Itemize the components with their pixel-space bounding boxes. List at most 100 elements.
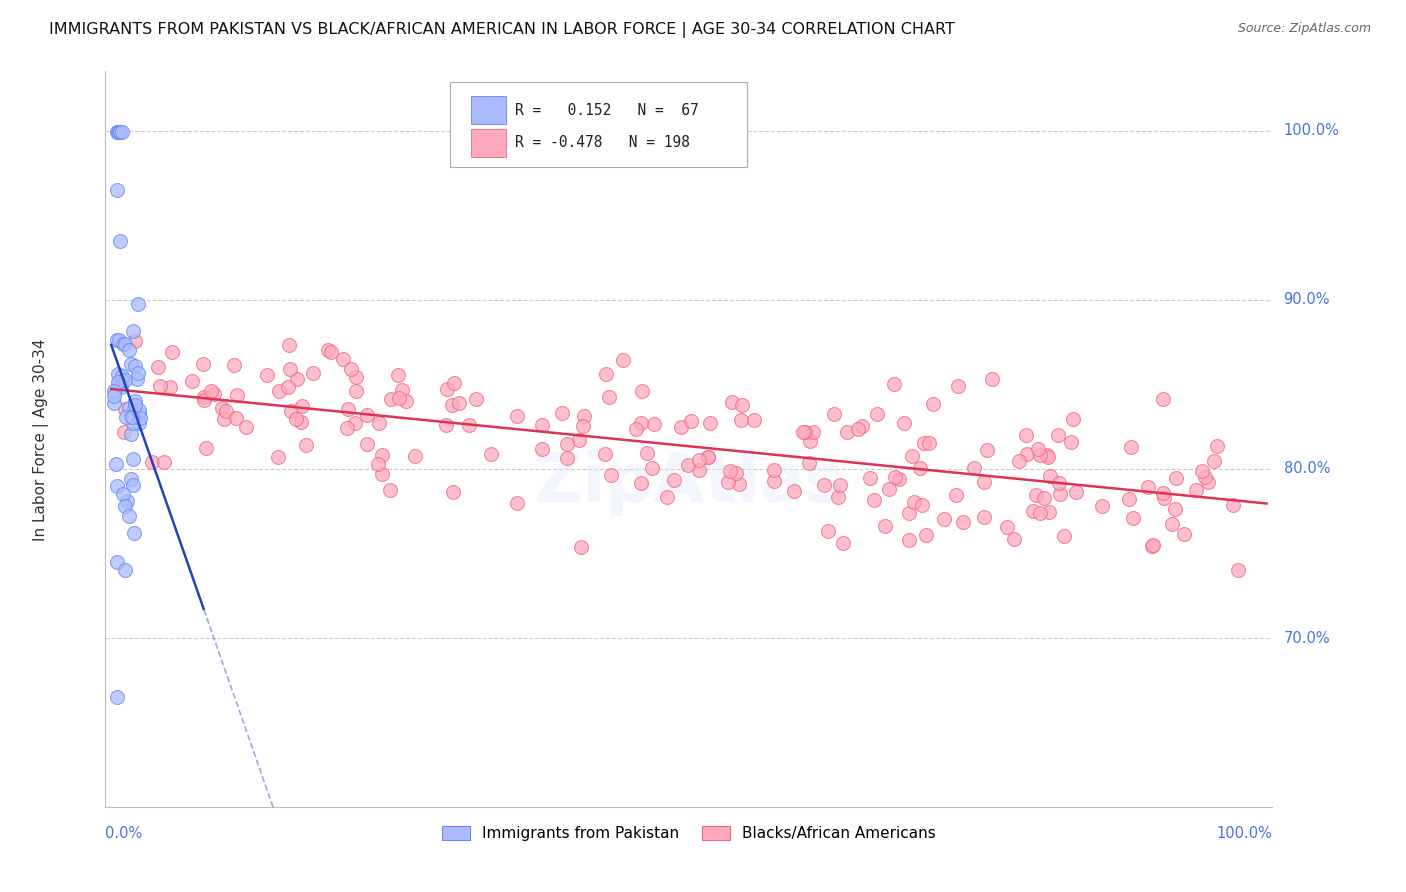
Point: [107, 367, 129, 381]
Point: [111, 368, 134, 383]
Point: [103, 389, 125, 403]
Point: [269, 384, 291, 398]
Point: [122, 477, 145, 491]
Point: [851, 418, 873, 433]
Point: [1038, 505, 1060, 519]
Point: [832, 535, 855, 549]
Point: [1142, 538, 1164, 552]
Point: [105, 690, 128, 705]
Point: [728, 477, 751, 491]
Point: [1032, 491, 1054, 505]
Point: [973, 509, 995, 524]
Point: [434, 418, 457, 433]
Point: [624, 422, 647, 436]
Point: [105, 334, 128, 348]
Point: [344, 370, 367, 384]
Point: [813, 478, 835, 492]
Text: 90.0%: 90.0%: [1284, 293, 1330, 307]
Point: [193, 393, 215, 408]
Point: [367, 457, 389, 471]
Point: [114, 499, 136, 513]
Point: [441, 484, 464, 499]
Point: [125, 372, 148, 386]
Point: [110, 234, 132, 248]
Point: [1028, 448, 1050, 462]
Point: [792, 425, 814, 440]
Point: [204, 387, 226, 401]
Point: [441, 398, 464, 412]
Point: [108, 334, 131, 348]
Point: [980, 372, 1002, 386]
Point: [900, 449, 922, 463]
Point: [893, 416, 915, 430]
Point: [1053, 529, 1076, 543]
Point: [118, 401, 141, 415]
Point: [1152, 485, 1174, 500]
Point: [1036, 450, 1059, 464]
Point: [105, 479, 128, 493]
Point: [568, 434, 591, 448]
Point: [371, 448, 394, 462]
Point: [120, 472, 142, 486]
Point: [449, 396, 471, 410]
Point: [1164, 502, 1187, 516]
Point: [128, 402, 150, 417]
Point: [1049, 486, 1071, 500]
Point: [910, 460, 932, 475]
Point: [1017, 447, 1039, 461]
Point: [356, 408, 378, 422]
Point: [120, 357, 142, 371]
Point: [1222, 498, 1244, 512]
Point: [721, 395, 744, 409]
Point: [124, 359, 146, 373]
Point: [356, 437, 378, 451]
Point: [404, 449, 426, 463]
Point: [678, 458, 700, 472]
Text: 70.0%: 70.0%: [1284, 631, 1330, 646]
Point: [801, 425, 824, 439]
Point: [669, 420, 692, 434]
Point: [465, 392, 488, 407]
Point: [105, 183, 128, 197]
Point: [290, 415, 312, 429]
Point: [1025, 488, 1047, 502]
Point: [291, 399, 314, 413]
Point: [121, 404, 143, 418]
Point: [149, 379, 172, 393]
Point: [124, 393, 146, 408]
Point: [110, 380, 132, 394]
Point: [976, 442, 998, 457]
Text: 80.0%: 80.0%: [1284, 461, 1330, 476]
Point: [120, 409, 142, 424]
Point: [267, 450, 290, 465]
Point: [319, 345, 342, 359]
Point: [1119, 440, 1142, 454]
Point: [112, 425, 135, 439]
Point: [555, 451, 578, 466]
Point: [817, 524, 839, 539]
Point: [681, 414, 703, 428]
Point: [688, 453, 710, 467]
Point: [215, 403, 238, 417]
Text: R =   0.152   N =  67: R = 0.152 N = 67: [515, 103, 699, 118]
Point: [1029, 506, 1052, 520]
Point: [129, 411, 152, 425]
Point: [114, 401, 136, 416]
Point: [636, 446, 658, 460]
Point: [195, 441, 218, 455]
Point: [731, 398, 754, 412]
Point: [114, 373, 136, 387]
Point: [121, 451, 143, 466]
Point: [110, 125, 132, 139]
Point: [235, 420, 257, 434]
Point: [574, 409, 596, 423]
Point: [124, 526, 146, 541]
Point: [921, 397, 943, 411]
Text: In Labor Force | Age 30-34: In Labor Force | Age 30-34: [34, 338, 49, 541]
Point: [278, 338, 301, 352]
Text: Source: ZipAtlas.com: Source: ZipAtlas.com: [1237, 22, 1371, 36]
Point: [898, 533, 921, 547]
Point: [153, 455, 176, 469]
Point: [1197, 475, 1219, 490]
Point: [699, 417, 721, 431]
